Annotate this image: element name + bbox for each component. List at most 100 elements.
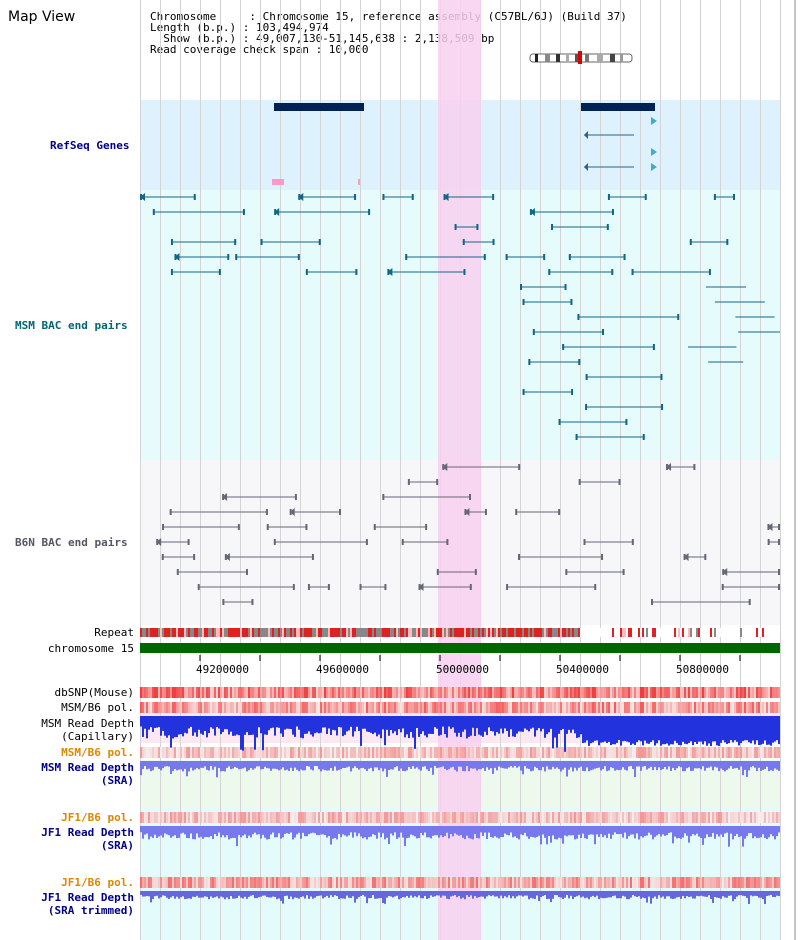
msm-b6-pol-track-2-cell [530,747,532,758]
msm-depth-capillary-bar [318,716,320,734]
jf1-depth-sra-bar [710,826,712,837]
jf1-b6-pol-track-2-cell [266,877,268,888]
msm-depth-sra-bar [374,761,376,768]
msm-b6-pol-track-2-cell [354,747,356,758]
msm-depth-capillary-bar [526,716,528,730]
repeat-element [180,628,182,637]
jf1-depth-trimmed-bar [334,891,336,896]
jf1-b6-pol-track-1-cell [776,812,778,823]
jf1-depth-sra-bar [558,826,560,838]
jf1-depth-sra-bar [762,826,764,835]
msm-depth-capillary-bar [580,716,582,735]
msm-depth-sra-bar [508,761,510,768]
msm-depth-sra-bar [188,761,190,772]
b6n-bac-end [778,569,780,575]
dbsnp-track-cell [688,687,690,698]
jf1-depth-trimmed-bar [318,891,320,896]
msm-depth-capillary-bar [560,716,562,731]
jf1-depth-trimmed-bar [684,891,686,899]
jf1-depth-sra-bar [758,826,760,838]
jf1-b6-pol-track-1-cell [684,812,686,823]
b6n-bac-end [197,584,200,590]
msm-b6-pol-track-2-cell [596,747,598,758]
b6n-bac-end [294,494,297,500]
jf1-depth-sra-bar [658,826,660,834]
b6n-bac-arrow [156,538,162,546]
jf1-depth-sra-bar [306,826,308,837]
jf1-depth-trimmed-bar [282,891,284,904]
jf1-depth-sra-bar [448,826,450,839]
msm-depth-sra-bar [280,761,282,770]
jf1-depth-trimmed-bar [560,891,562,898]
jf1-depth-sra-bar [490,826,492,838]
msm-b6-pol-track-2-cell [544,747,546,758]
jf1-b6-pol-track-2-cell [556,877,558,888]
jf1-b6-pol-track-1-cell [702,812,704,823]
b6n-bac-end [193,554,196,560]
msm-depth-sra-bar [196,761,198,769]
jf1-b6-pol-track-1-cell [518,812,520,823]
jf1-b6-pol-track-2-cell [656,877,658,888]
msm-b6-pol-track-2-cell [284,747,286,758]
jf1-depth-sra-bar [746,826,748,837]
jf1-b6-pol-track-2-cell [222,877,224,888]
msm-b6-pol-track-1-cell [292,702,294,713]
jf1-b6-pol-track-2-cell [658,877,660,888]
msm-b6-pol-track-1-cell [510,702,512,713]
msm-b6-pol-track-2-cell [430,747,432,758]
jf1-depth-trimmed-bar [414,891,416,897]
msm-depth-capillary-bar [740,716,742,743]
jf1-depth-trimmed-bar [266,891,268,897]
jf1-depth-sra-bar [560,826,562,839]
jf1-depth-sra-bar [192,826,194,840]
msm-depth-sra-bar [170,761,172,774]
msm-b6-pol-track-2-cell [202,747,204,758]
msm-depth-sra-bar [362,761,364,768]
jf1-b6-pol-track-1-cell [370,812,372,823]
jf1-b6-pol-track-2-cell [524,877,526,888]
dbsnp-track-cell [168,687,170,698]
jf1-b6-pol-track-2-cell [396,877,398,888]
dbsnp-track-cell [434,687,436,698]
msm-bac-arrow [529,208,535,216]
msm-b6-pol-track-2-cell [762,747,764,758]
jf1-depth-trimmed-bar [474,891,476,896]
msm-depth-sra-bar [550,761,552,770]
dbsnp-track-cell [330,687,332,698]
msm-b6-pol-track-1-cell [260,702,262,713]
jf1-depth-sra-bar [488,826,490,833]
msm-depth-sra-bar [312,761,314,771]
msm-bac-end [611,209,614,215]
msm-b6-pol-track-1-cell [586,702,588,713]
jf1-depth-trimmed-bar [732,891,734,902]
msm-depth-sra-bar [150,761,152,772]
msm-b6-pol-track-1-cell [756,702,758,713]
jf1-b6-pol-track-2-cell [602,877,604,888]
b6n-bac-end [339,509,342,515]
msm-b6-pol-track-2-cell [582,747,584,758]
dbsnp-track-cell [322,687,324,698]
repeat-element [414,628,416,637]
jf1-depth-trimmed-bar [216,891,218,897]
jf1-depth-sra-bar [744,826,746,839]
msm-b6-pol-track-1-cell [182,702,184,713]
repeat-element [568,628,570,637]
msm-b6-pol-track-1-cell [458,702,460,713]
jf1-b6-pol-track-1-cell [222,812,224,823]
msm-depth-capillary-bar [346,716,348,732]
msm-depth-capillary-bar [292,716,294,735]
msm-depth-capillary-bar [498,716,500,734]
jf1-b6-pol-track-2-cell [274,877,276,888]
repeat-element [168,628,170,637]
msm-depth-sra-bar [498,761,500,767]
repeat-element [358,628,360,637]
jf1-depth-trimmed-bar [500,891,502,896]
label-jf1-b6-pol-1: JF1/B6 pol. [61,811,134,824]
msm-b6-pol-track-2-cell [400,747,402,758]
jf1-b6-pol-track-1-cell [642,812,644,823]
jf1-depth-sra-bar [260,826,262,839]
msm-b6-pol-track-2-cell [584,747,586,758]
jf1-b6-pol-track-2-cell [448,877,450,888]
jf1-depth-trimmed-bar [720,891,722,899]
